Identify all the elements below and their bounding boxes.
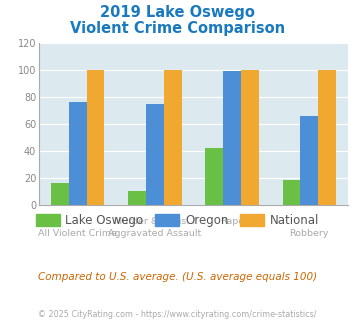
Bar — [300, 115, 318, 205]
Text: Compared to U.S. average. (U.S. average equals 100): Compared to U.S. average. (U.S. average … — [38, 272, 317, 282]
Text: All Violent Crime: All Violent Crime — [38, 229, 117, 238]
Bar — [164, 70, 181, 205]
Bar — [283, 180, 300, 205]
Bar — [128, 191, 146, 205]
Text: Aggravated Assault: Aggravated Assault — [108, 229, 202, 238]
Text: © 2025 CityRating.com - https://www.cityrating.com/crime-statistics/: © 2025 CityRating.com - https://www.city… — [38, 310, 317, 319]
Bar — [51, 183, 69, 205]
Text: Murder & Mans...: Murder & Mans... — [114, 217, 196, 226]
Bar — [87, 70, 104, 205]
Bar — [223, 71, 241, 205]
Text: Violent Crime Comparison: Violent Crime Comparison — [70, 21, 285, 36]
Bar — [206, 148, 223, 205]
Bar — [146, 104, 164, 205]
Legend: Lake Oswego, Oregon, National: Lake Oswego, Oregon, National — [31, 209, 324, 232]
Bar — [241, 70, 259, 205]
Text: Robbery: Robbery — [290, 229, 329, 238]
Text: Rape: Rape — [220, 217, 244, 226]
Bar — [318, 70, 336, 205]
Bar — [69, 102, 87, 205]
Text: 2019 Lake Oswego: 2019 Lake Oswego — [100, 5, 255, 20]
